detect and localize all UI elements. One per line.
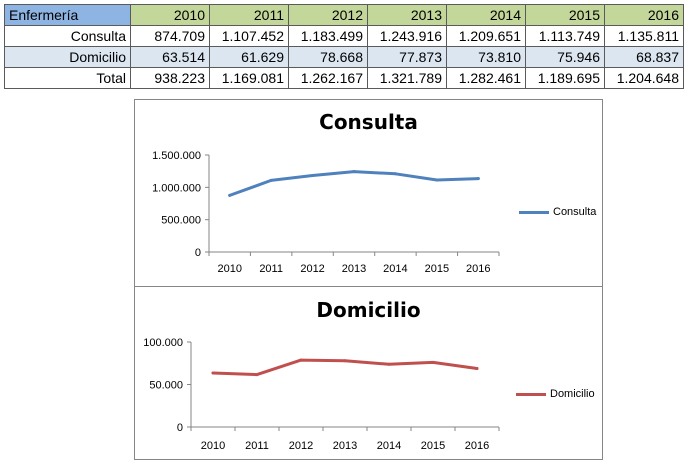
domicilio-chart: Domicilio 0 50.000 100.000 2010 2011 2012 2013…: [134, 286, 603, 460]
header-row: Enfermería 2010 2011 2012 2013 2014 2015 2016: [4, 4, 684, 26]
table-cell: 938.223: [130, 67, 210, 89]
y-tick-label: 100.000: [143, 337, 183, 349]
x-tick-label: 2013: [333, 440, 357, 452]
x-tick-label: 2012: [300, 263, 324, 275]
x-tick-label: 2015: [425, 263, 449, 275]
x-tick-label: 2011: [245, 440, 269, 452]
table-cell: 1.321.789: [367, 67, 447, 89]
domicilio-plot: 0 50.000 100.000 2010 2011 2012 2013 2014 2015 20…: [143, 337, 500, 452]
header-label: Enfermería: [4, 4, 131, 26]
year-header: 2013: [367, 4, 447, 26]
row-label: Domicilio: [4, 46, 131, 68]
table-row: Total 938.223 1.169.081 1.262.167 1.321.789 1…: [4, 67, 684, 89]
table-cell: 1.169.081: [209, 67, 289, 89]
table-cell: 61.629: [209, 46, 289, 68]
y-tick-label: 50.000: [149, 380, 183, 392]
table-cell: 68.837: [604, 46, 684, 68]
table-cell: 874.709: [130, 25, 210, 47]
x-tick-label: 2010: [201, 440, 225, 452]
table-cell: 1.262.167: [288, 67, 368, 89]
x-tick-label: 2014: [383, 263, 407, 275]
legend-swatch: [519, 210, 549, 214]
year-header: 2015: [525, 4, 605, 26]
data-point: [387, 362, 391, 366]
table-cell: 1.243.916: [367, 25, 447, 47]
series-line: [228, 170, 480, 197]
y-tick-label: 0: [195, 247, 201, 259]
row-label: Total: [4, 67, 131, 89]
data-point: [299, 358, 303, 362]
data-point: [475, 366, 479, 370]
y-tick-label: 500.000: [161, 215, 201, 227]
table-cell: 1.204.648: [604, 67, 684, 89]
data-point: [255, 373, 259, 377]
table-cell: 78.668: [288, 46, 368, 68]
x-tick-label: 2013: [342, 263, 366, 275]
table-cell: 1.107.452: [209, 25, 289, 47]
year-header: 2014: [446, 4, 526, 26]
table-cell: 1.209.651: [446, 25, 526, 47]
table-row: Domicilio 63.514 61.629 78.668 77.873 73.810 7…: [4, 46, 684, 68]
table-cell: 75.946: [525, 46, 605, 68]
legend-swatch: [516, 392, 546, 396]
table-cell: 1.113.749: [525, 25, 605, 47]
y-tick-label: 0: [177, 422, 183, 434]
year-header: 2012: [288, 4, 368, 26]
table-cell: 77.873: [367, 46, 447, 68]
x-tick-label: 2010: [217, 263, 241, 275]
legend: Domicilio: [516, 388, 595, 400]
consulta-plot: 0 500.000 1.000.000 1.500.000 2010 2011 2012 20…: [152, 150, 500, 275]
x-tick-label: 2011: [259, 263, 283, 275]
table-cell: 63.514: [130, 46, 210, 68]
x-tick-label: 2012: [289, 440, 313, 452]
chart-title: Domicilio: [316, 298, 421, 322]
year-header: 2010: [130, 4, 210, 26]
data-point: [211, 371, 215, 375]
chart-title: Consulta: [319, 110, 418, 134]
year-header: 2016: [604, 4, 684, 26]
table-cell: 1.135.811: [604, 25, 684, 47]
data-point: [476, 177, 480, 181]
y-tick-label: 1.500.000: [152, 150, 201, 162]
data-point: [393, 172, 397, 176]
data-point: [431, 360, 435, 364]
y-tick-label: 1.000.000: [152, 182, 201, 194]
data-point: [352, 170, 356, 174]
row-label: Consulta: [4, 25, 131, 47]
x-tick-label: 2014: [377, 440, 401, 452]
data-table: Enfermería 2010 2011 2012 2013 2014 2015 2016 Co…: [4, 4, 684, 89]
x-tick-label: 2015: [421, 440, 445, 452]
data-point: [311, 173, 315, 177]
data-point: [435, 178, 439, 182]
x-tick-label: 2016: [466, 263, 490, 275]
consulta-chart: Consulta 0 500.000 1.000.000 1.500.000 2010 2…: [134, 99, 603, 287]
data-point: [343, 359, 347, 363]
table-cell: 1.282.461: [446, 67, 526, 89]
table-cell: 1.189.695: [525, 67, 605, 89]
table-cell: 1.183.499: [288, 25, 368, 47]
x-tick-label: 2016: [465, 440, 489, 452]
legend-label: Domicilio: [550, 388, 595, 400]
table-row: Consulta 874.709 1.107.452 1.183.499 1.243.9…: [4, 25, 684, 47]
legend-label: Consulta: [553, 206, 597, 218]
data-point: [228, 193, 232, 197]
table-cell: 73.810: [446, 46, 526, 68]
legend: Consulta: [519, 206, 596, 218]
data-point: [269, 178, 273, 182]
year-header: 2011: [209, 4, 289, 26]
